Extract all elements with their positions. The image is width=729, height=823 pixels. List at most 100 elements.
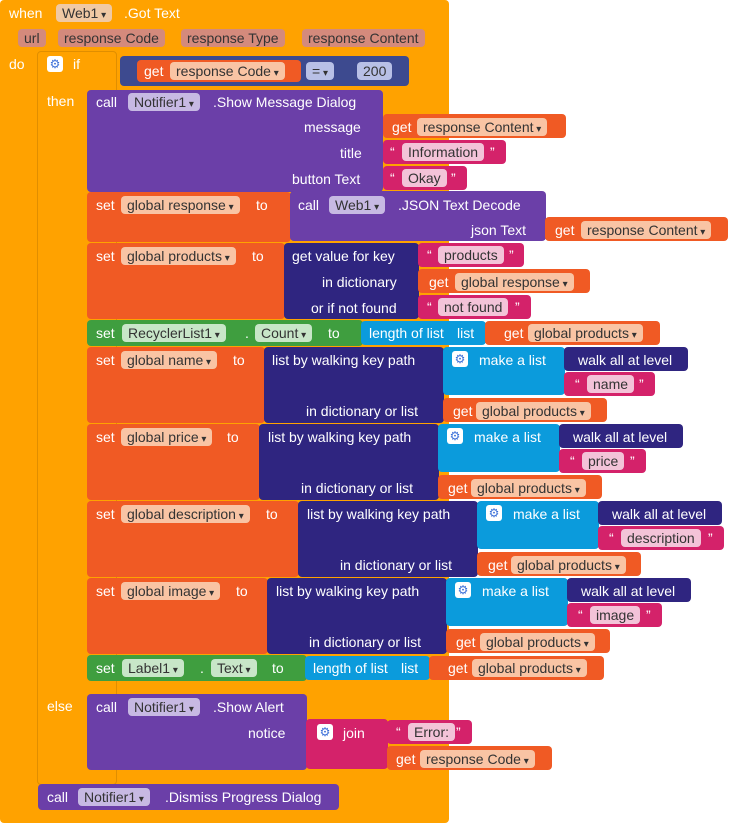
walk-key-path-block[interactable] xyxy=(259,424,439,500)
length-of-list-block[interactable] xyxy=(361,321,486,345)
walk-key-path-block[interactable] xyxy=(267,578,447,654)
number-200[interactable]: 200 xyxy=(357,62,393,80)
compare-op-dropdown[interactable]: = xyxy=(306,62,334,80)
text-name[interactable]: name xyxy=(587,375,635,393)
dict-var-dropdown[interactable]: global products xyxy=(480,633,595,651)
text-products[interactable]: products xyxy=(438,246,504,264)
to-label: to xyxy=(266,506,278,522)
get-label: get xyxy=(144,63,164,79)
length-of-list-label: length of list xyxy=(313,660,388,676)
mutator-gear-icon[interactable]: ⚙ xyxy=(447,428,463,444)
text-information[interactable]: Information xyxy=(402,143,485,161)
message-var-dropdown[interactable]: response Content xyxy=(417,118,548,136)
list-var-dropdown[interactable]: global products xyxy=(472,659,587,677)
json-arg-dropdown[interactable]: response Content xyxy=(581,221,712,239)
to-label: to xyxy=(328,325,340,341)
dismiss-component-dropdown[interactable]: Notifier1 xyxy=(78,788,150,806)
call-label: call xyxy=(96,94,118,110)
set-var-dropdown[interactable]: global name xyxy=(121,351,218,369)
text-okay[interactable]: Okay xyxy=(402,169,447,187)
to-label: to xyxy=(233,352,245,368)
open-quote: “ xyxy=(570,453,575,469)
set-label: set xyxy=(96,248,115,264)
text-image[interactable]: image xyxy=(590,606,641,624)
set-var-dropdown[interactable]: global products xyxy=(121,247,236,265)
then-label: then xyxy=(47,93,75,109)
set-label: set xyxy=(96,506,115,522)
open-quote: “ xyxy=(578,607,583,623)
walk-key-path-label: list by walking key path xyxy=(276,583,420,599)
get-value-for-key-label: get value for key xyxy=(292,248,395,264)
dict-var-dropdown[interactable]: global products xyxy=(471,479,586,497)
text-property-dropdown[interactable]: Text xyxy=(211,659,257,677)
dict-var-dropdown[interactable]: global products xyxy=(511,556,626,574)
mutator-gear-icon[interactable]: ⚙ xyxy=(317,724,333,740)
close-quote: ” xyxy=(630,453,635,469)
walk-all-at-level-label: walk all at level xyxy=(612,506,707,522)
set-label: set xyxy=(96,660,115,676)
text-error[interactable]: Error: xyxy=(408,723,455,741)
text-price[interactable]: price xyxy=(582,452,625,470)
when-label: when xyxy=(9,5,43,21)
walk-key-path-label: list by walking key path xyxy=(272,352,416,368)
length-of-list-label: length of list xyxy=(369,325,444,341)
get-label: get xyxy=(488,557,508,573)
close-quote: ” xyxy=(646,607,651,623)
mutator-gear-icon[interactable]: ⚙ xyxy=(486,505,502,521)
dict-var-dropdown[interactable]: global products xyxy=(476,402,591,420)
web-component-dropdown[interactable]: Web1 xyxy=(329,196,386,214)
else-label: else xyxy=(47,698,73,714)
walk-all-at-level-label: walk all at level xyxy=(581,583,676,599)
walk-all-at-level-block[interactable] xyxy=(567,578,691,602)
walk-key-path-block[interactable] xyxy=(298,501,478,577)
walk-all-at-level-block[interactable] xyxy=(559,424,683,448)
close-quote: ” xyxy=(639,376,644,392)
recyclerlist-component-dropdown[interactable]: RecyclerList1 xyxy=(122,324,226,342)
title-label: title xyxy=(340,145,362,161)
count-property-dropdown[interactable]: Count xyxy=(255,324,313,342)
param-response-type[interactable]: response Type xyxy=(181,29,285,47)
get-value-for-key-block[interactable] xyxy=(284,243,419,319)
close-quote: ” xyxy=(515,299,520,315)
get-label: get xyxy=(504,325,524,341)
make-a-list-label: make a list xyxy=(513,506,580,522)
get-label: get xyxy=(392,119,412,135)
set-label: set xyxy=(96,583,115,599)
close-quote: ” xyxy=(451,170,456,186)
to-label: to xyxy=(252,248,264,264)
param-response-code[interactable]: response Code xyxy=(58,29,165,47)
mutator-gear-icon[interactable]: ⚙ xyxy=(47,56,63,72)
dict-var-dropdown[interactable]: global response xyxy=(455,273,574,291)
set-var-dropdown[interactable]: global description xyxy=(121,505,250,523)
to-label: to xyxy=(236,583,248,599)
param-url[interactable]: url xyxy=(18,29,46,47)
get-label: get xyxy=(396,751,416,767)
in-dictionary-or-list-label: in dictionary or list xyxy=(309,634,422,650)
walk-key-path-block[interactable] xyxy=(264,347,444,423)
alert-component-dropdown[interactable]: Notifier1 xyxy=(128,698,200,716)
set-var-dropdown[interactable]: global response xyxy=(121,196,240,214)
list-var-dropdown[interactable]: global products xyxy=(528,324,643,342)
mutator-gear-icon[interactable]: ⚙ xyxy=(452,351,468,367)
walk-all-at-level-block[interactable] xyxy=(598,501,722,525)
event-component-dropdown[interactable]: Web1 xyxy=(56,4,113,22)
get-label: get xyxy=(429,274,449,290)
walk-all-at-level-block[interactable] xyxy=(564,347,688,371)
param-response-content[interactable]: response Content xyxy=(302,29,425,47)
mutator-gear-icon[interactable]: ⚙ xyxy=(455,582,471,598)
to-label: to xyxy=(272,660,284,676)
call-label: call xyxy=(96,699,118,715)
alert-var-dropdown[interactable]: response Code xyxy=(420,750,535,768)
text-description[interactable]: description xyxy=(621,529,701,547)
get-var-dropdown[interactable]: response Code xyxy=(170,62,285,80)
set-var-dropdown[interactable]: global price xyxy=(121,428,213,446)
join-label: join xyxy=(343,725,365,741)
text-not-found[interactable]: not found xyxy=(438,298,509,316)
dialog-component-dropdown[interactable]: Notifier1 xyxy=(128,93,200,111)
length-of-list-block[interactable] xyxy=(305,656,430,680)
set-var-dropdown[interactable]: global image xyxy=(121,582,221,600)
label-component-dropdown[interactable]: Label1 xyxy=(122,659,184,677)
set-label: set xyxy=(96,429,115,445)
open-quote: “ xyxy=(390,144,395,160)
to-label: to xyxy=(256,197,268,213)
